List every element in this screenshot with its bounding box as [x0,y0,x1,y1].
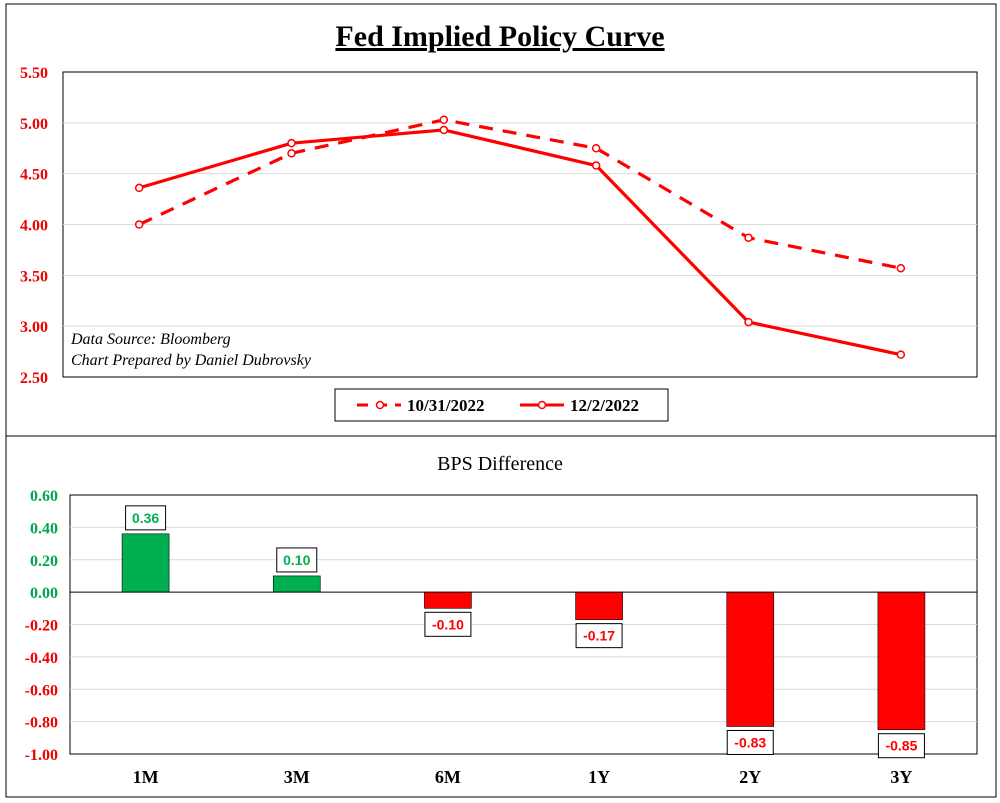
bar-chart-title: BPS Difference [437,453,563,475]
line-y-tick-label: 5.50 [20,65,48,82]
prepared-by-note: Chart Prepared by Daniel Dubrovsky [71,352,312,369]
bar-x-axis: 1M 3M 6M 1Y 2Y 3Y [133,767,913,787]
line-point-series-1 [591,144,601,153]
bar-3Y [877,591,926,731]
legend-marker-dashed [375,400,385,410]
line-point-series-1 [439,115,449,125]
data-label: -0.17 [583,628,615,644]
bar-1M [121,533,170,593]
bar-y-tick-label: -0.80 [25,715,58,732]
bar-y-axis: 0.60 0.40 0.20 0.00 -0.20 -0.40 -0.60 -0.80 -1.0… [25,488,58,764]
line-legend: 10/31/2022 12/2/2022 [334,388,669,422]
line-y-tick-label: 5.00 [20,116,48,133]
data-label: 0.10 [283,552,310,568]
line-gridlines [63,122,977,327]
line-y-tick-label: 3.50 [20,268,48,285]
bar-y-tick-label: -0.60 [25,682,58,699]
data-label-box [424,611,472,637]
data-label: -0.83 [734,734,766,750]
bar-y-tick-label: -1.00 [25,747,58,764]
bar-x-tick-label: 2Y [739,767,761,787]
bar-x-tick-label: 3Y [890,767,912,787]
data-label-box [877,733,925,759]
data-label: -0.10 [432,616,464,632]
data-label-box [726,729,774,755]
line-point-series-2 [591,161,601,170]
line-chart-title: Fed Implied Policy Curve [335,20,664,53]
line-point-series-2 [744,317,753,327]
bar-y-tick-label: -0.40 [25,650,58,667]
bar-3M [272,575,321,593]
data-source-note: Data Source: Bloomberg [70,331,231,348]
bar-1Y [575,591,623,620]
bar-series-group: 0.36 0.10 -0.10 -0.17 -0.83 -0.85 [70,505,977,759]
top-panel-border [5,3,997,437]
line-y-tick-label: 4.50 [20,167,48,184]
bar-x-tick-label: 3M [284,767,310,787]
legend-marker-solid [537,400,547,410]
data-label-box [575,623,623,649]
line-point-series-2 [287,138,296,148]
bar-x-tick-label: 6M [435,767,461,787]
bar-y-tick-label: 0.20 [30,553,58,570]
line-series-2 [138,128,902,357]
line-point-series-2 [134,183,144,193]
bar-x-tick-label: 1M [133,767,159,787]
bottom-panel-border [5,435,997,798]
bar-gridlines [70,526,977,723]
legend-label-series-1: 10/31/2022 [407,396,484,415]
line-y-tick-label: 4.00 [20,218,48,235]
data-label: 0.36 [132,510,159,526]
line-y-tick-label: 3.00 [20,319,48,336]
line-series-group [134,115,906,359]
data-label: -0.85 [885,738,917,754]
line-point-series-2 [896,350,906,359]
line-y-axis: 5.50 5.00 4.50 4.00 3.50 3.00 2.50 [20,65,48,387]
line-series-1 [138,118,902,270]
data-label-box [125,505,167,531]
line-y-tick-label: 2.50 [20,370,48,387]
legend-label-series-2: 12/2/2022 [570,396,639,415]
bar-6M [424,591,472,609]
bar-x-tick-label: 1Y [588,767,610,787]
bar-2Y [726,591,775,727]
bar-y-tick-label: -0.20 [25,618,58,635]
bar-y-tick-label: 0.40 [30,520,58,537]
line-point-series-1 [896,263,906,273]
bar-y-tick-label: 0.00 [30,585,58,602]
line-point-series-1 [134,220,144,229]
line-point-series-1 [287,149,296,158]
line-point-series-2 [439,125,449,135]
data-label-box [276,547,318,573]
legend-box [334,388,669,422]
bar-y-tick-label: 0.60 [30,488,58,505]
line-point-series-1 [744,233,753,242]
